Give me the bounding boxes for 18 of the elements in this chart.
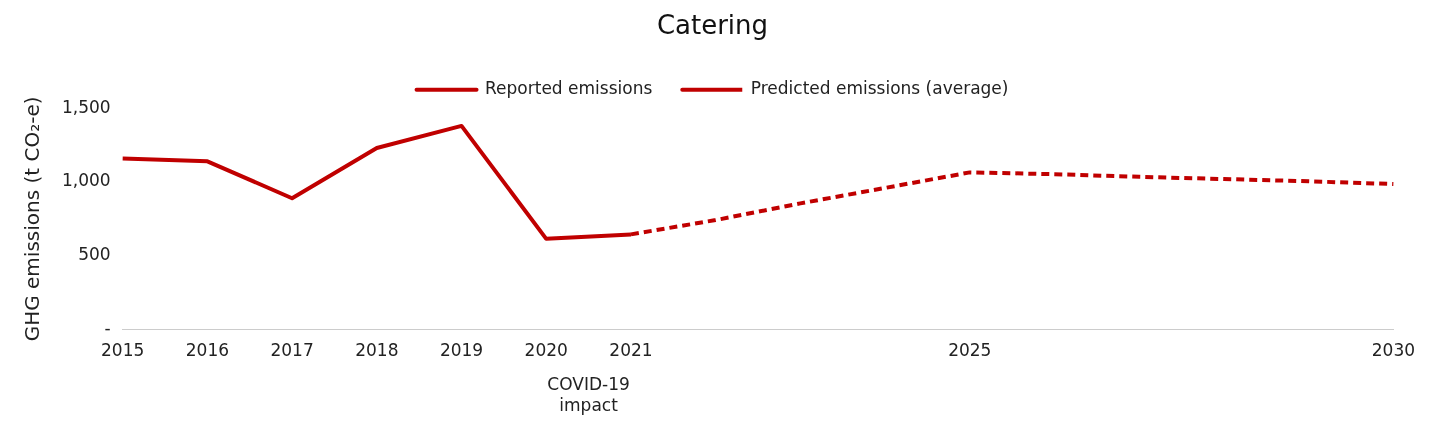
x-tick-label: 2017 (270, 340, 314, 361)
x-tick-label: 2016 (185, 340, 230, 361)
x-tick-label: 2019 (439, 340, 484, 361)
text: COVID-19 impact (547, 374, 630, 416)
y-tick-label: - (104, 318, 111, 339)
x-tick-label: 2030 (1371, 340, 1415, 361)
x-tick-label: 2021 (609, 340, 653, 361)
y-axis-title: GHG emissions (t CO₂-e) (20, 96, 45, 342)
y-tick-label: 500 (78, 244, 111, 265)
x-tick-label: 2020 (524, 340, 568, 361)
legend-label: Reported emissions (485, 78, 653, 99)
y-tick-label: 1,500 (62, 96, 111, 117)
x-tick-label: 2015 (101, 340, 145, 361)
x-tick-label: 2025 (948, 340, 992, 361)
x-tick-label: 2018 (355, 340, 399, 361)
legend-label: Predicted emissions (average) (750, 78, 1009, 99)
y-tick-label: 1,000 (62, 170, 111, 191)
chart-title: Catering (656, 10, 769, 41)
